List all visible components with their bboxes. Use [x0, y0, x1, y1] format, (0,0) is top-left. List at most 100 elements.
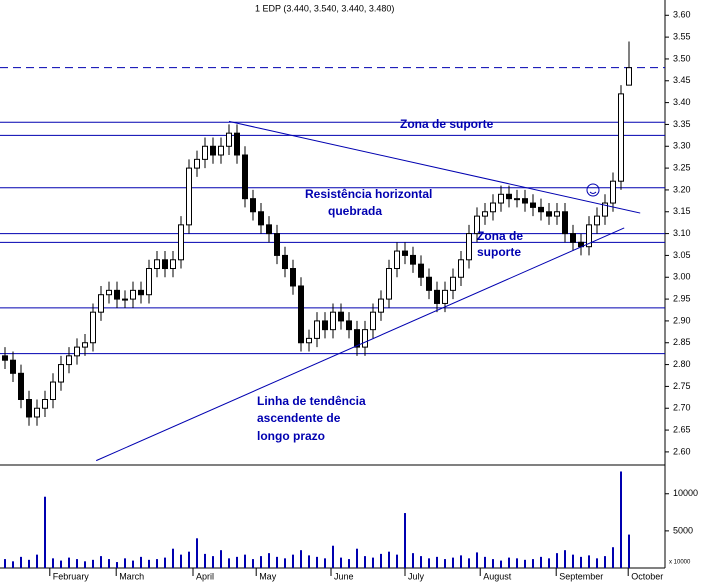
- volume-bar: [52, 558, 54, 568]
- candle-body: [194, 158, 200, 169]
- volume-bar: [20, 556, 22, 568]
- volume-bar: [500, 560, 502, 568]
- x-tick-label: April: [196, 571, 214, 581]
- candle-body: [338, 311, 344, 322]
- y-tick-label: 3.55: [673, 31, 691, 41]
- x-tick-label: September: [559, 571, 603, 581]
- volume-bar: [260, 556, 262, 568]
- candle-body: [282, 254, 288, 270]
- volume-bar: [612, 547, 614, 568]
- volume-bar: [620, 471, 622, 568]
- volume-bar: [252, 559, 254, 568]
- y-tick-label: 3.35: [673, 119, 691, 129]
- volume-bar: [308, 555, 310, 568]
- volume-bar: [180, 554, 182, 568]
- smiley: [586, 183, 600, 197]
- volume-bar: [628, 534, 630, 568]
- volume-bar: [68, 557, 70, 568]
- x-tick-label: May: [259, 571, 277, 581]
- volume-bar: [436, 556, 438, 568]
- volume-bar: [388, 551, 390, 568]
- x-tick-label: June: [334, 571, 354, 581]
- candle-body: [146, 268, 152, 296]
- candle-body: [602, 202, 608, 217]
- volume-bar: [12, 561, 14, 568]
- smiley-mouth: [589, 191, 597, 194]
- volume-bar: [60, 560, 62, 568]
- volume-bar: [340, 557, 342, 568]
- volume-bar: [108, 559, 110, 568]
- volume-bar: [148, 559, 150, 568]
- candle-body: [138, 289, 144, 296]
- volume-bar: [460, 555, 462, 568]
- candle-body: [130, 289, 136, 300]
- volume-bar: [588, 555, 590, 568]
- chart-title: 1 EDP (3.440, 3.540, 3.440, 3.480): [255, 3, 394, 13]
- volume-bar: [372, 557, 374, 568]
- volume-bar: [516, 558, 518, 568]
- candle-body: [426, 276, 432, 291]
- candle-body: [178, 224, 184, 261]
- candle-body: [226, 132, 232, 147]
- volume-bar: [444, 559, 446, 568]
- candle-body: [266, 224, 272, 235]
- candle-body: [50, 381, 56, 401]
- volume-bar: [412, 553, 414, 568]
- candle-body: [490, 202, 496, 213]
- volume-bar: [100, 556, 102, 568]
- candle-body: [74, 346, 80, 357]
- volume-bar: [324, 558, 326, 568]
- candle-body: [370, 311, 376, 331]
- y-tick-label: 2.65: [673, 424, 691, 434]
- volume-bar: [548, 558, 550, 568]
- annotation: Zona de suporte: [400, 117, 494, 131]
- candle-body: [618, 93, 624, 182]
- volume-bar: [364, 556, 366, 568]
- volume-bar: [172, 548, 174, 568]
- candle-body: [202, 145, 208, 160]
- candle-body: [154, 259, 160, 270]
- volume-bar: [556, 553, 558, 568]
- x-tick-label: October: [631, 571, 663, 581]
- candle-body: [250, 198, 256, 213]
- volume-bar: [524, 559, 526, 568]
- candle-body: [466, 233, 472, 261]
- y-tick-label: 2.80: [673, 359, 691, 369]
- volume-bar: [564, 550, 566, 568]
- volume-bar: [596, 558, 598, 568]
- candle-body: [506, 193, 512, 200]
- candle-body: [586, 224, 592, 248]
- volume-bar: [484, 556, 486, 568]
- y-tick-label: 3.20: [673, 184, 691, 194]
- volume-unit: x 10000: [669, 560, 691, 566]
- candle-body: [98, 294, 104, 313]
- candle-body: [42, 399, 48, 409]
- volume-bar: [220, 550, 222, 568]
- candle-body: [546, 211, 552, 217]
- y-tick-label: 2.70: [673, 403, 691, 413]
- candle-body: [90, 311, 96, 344]
- annotation: Zona de: [477, 229, 523, 243]
- volume-bar: [228, 558, 230, 568]
- volume-bar: [284, 558, 286, 568]
- annotation: quebrada: [328, 204, 382, 218]
- candle-body: [330, 311, 336, 331]
- volume-tick-label: 5000: [673, 525, 693, 535]
- candle-body: [402, 250, 408, 256]
- candle-body: [122, 298, 128, 301]
- candle-body: [10, 359, 16, 374]
- candle-body: [442, 289, 448, 304]
- volume-bar: [268, 553, 270, 568]
- candle-body: [418, 263, 424, 278]
- volume-bar: [540, 556, 542, 568]
- candle-body: [2, 355, 8, 361]
- candle-body: [34, 407, 40, 418]
- volume-tick-label: 10000: [673, 488, 698, 498]
- candle-body: [234, 132, 240, 156]
- candle-body: [434, 289, 440, 304]
- x-tick-label: March: [119, 571, 144, 581]
- candle-body: [162, 259, 168, 270]
- volume-bar: [84, 561, 86, 568]
- candle-body: [362, 329, 368, 348]
